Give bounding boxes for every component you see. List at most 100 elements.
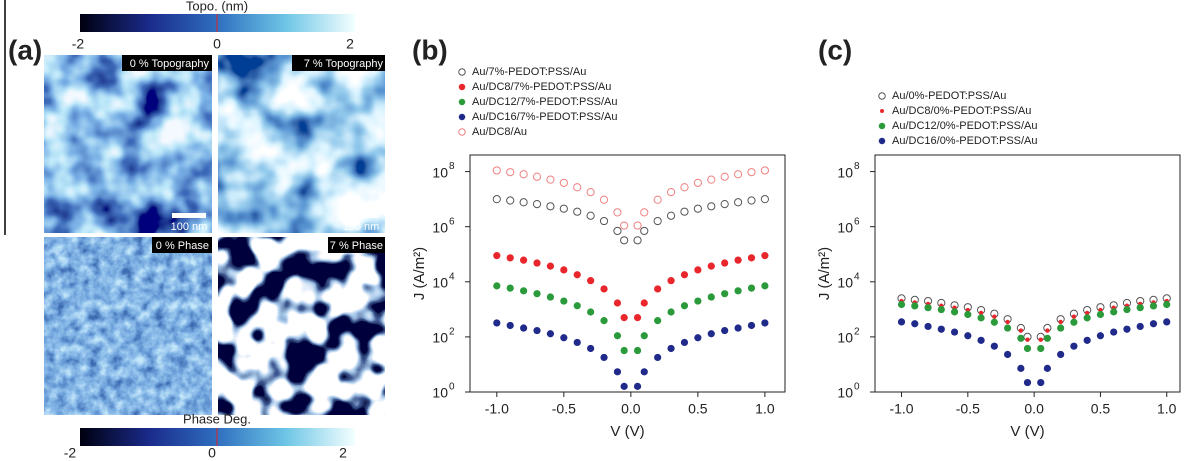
x-tick-label: 0.0 <box>621 401 641 417</box>
data-point <box>641 368 648 375</box>
data-point <box>694 205 701 212</box>
data-point <box>761 167 768 174</box>
data-point <box>911 302 918 309</box>
data-point <box>977 314 984 321</box>
data-point <box>547 293 554 300</box>
data-point <box>1123 306 1130 313</box>
data-point <box>734 257 741 264</box>
data-point <box>708 203 715 210</box>
data-point <box>1057 351 1064 358</box>
plot-frame <box>875 155 1180 392</box>
legend-marker <box>459 99 465 105</box>
data-point <box>507 322 514 329</box>
data-point <box>748 285 755 292</box>
data-point <box>1084 314 1091 321</box>
legend-label: Au/DC8/0%-PEDOT:PSS/Au <box>892 105 1031 117</box>
y-tick-power: 8 <box>854 161 860 172</box>
data-point <box>681 271 688 278</box>
data-point <box>574 184 581 191</box>
colorbar-tick: -2 <box>72 36 85 52</box>
data-point <box>493 282 500 289</box>
data-point <box>708 263 715 270</box>
data-point <box>507 254 514 261</box>
x-tick-label: -0.5 <box>552 401 576 417</box>
data-point <box>547 176 554 183</box>
data-point <box>721 327 728 334</box>
data-point <box>1058 320 1062 324</box>
legend-marker <box>459 69 465 75</box>
y-axis-label: J (A/m²) <box>411 247 428 300</box>
data-point <box>964 311 971 318</box>
data-point <box>748 322 755 329</box>
data-point <box>964 332 971 339</box>
data-point <box>1024 345 1031 352</box>
data-point <box>708 330 715 337</box>
data-point <box>667 308 674 315</box>
y-tick-label: 10 <box>432 219 448 235</box>
data-point <box>1097 311 1104 318</box>
data-point <box>694 179 701 186</box>
data-point <box>574 271 581 278</box>
data-point <box>560 179 567 186</box>
data-point <box>533 327 540 334</box>
x-tick-label: -1.0 <box>889 401 913 417</box>
data-point <box>547 330 554 337</box>
data-point <box>614 299 621 306</box>
x-tick-label: -1.0 <box>485 401 509 417</box>
data-point <box>621 237 628 244</box>
data-point <box>654 317 661 324</box>
data-point <box>991 319 998 326</box>
legend-marker <box>459 114 465 120</box>
data-point <box>614 209 621 216</box>
data-point <box>681 208 688 215</box>
y-tick-label: 10 <box>432 274 448 290</box>
afm-image <box>44 237 212 415</box>
data-point <box>667 212 674 219</box>
x-tick-label: 1.0 <box>1157 401 1177 417</box>
data-point <box>694 297 701 304</box>
data-point <box>507 169 514 176</box>
legend-label: Au/DC8/Au <box>472 126 527 138</box>
afm-image <box>218 55 385 233</box>
data-point <box>1123 326 1130 333</box>
data-point <box>614 368 621 375</box>
data-point <box>1137 304 1144 311</box>
y-axis-label: J (A/m²) <box>816 247 833 300</box>
data-point <box>493 319 500 326</box>
y-tick-power: 8 <box>449 161 455 172</box>
data-point <box>708 293 715 300</box>
data-point <box>587 345 594 352</box>
legend-marker <box>459 129 465 135</box>
data-point <box>938 306 945 313</box>
x-tick-label: 0.0 <box>1024 401 1044 417</box>
data-point <box>520 199 527 206</box>
data-point <box>641 227 648 234</box>
x-axis-label: V (V) <box>610 423 644 440</box>
data-point <box>520 257 527 264</box>
data-point <box>1005 320 1009 324</box>
data-point <box>951 328 958 335</box>
data-point <box>694 266 701 273</box>
y-tick-power: 4 <box>449 271 455 282</box>
data-point <box>533 259 540 266</box>
data-point <box>694 334 701 341</box>
data-point <box>924 304 931 311</box>
data-point <box>681 339 688 346</box>
data-point <box>634 222 641 229</box>
afm-image <box>218 237 385 415</box>
x-tick-label: 0.5 <box>1091 401 1111 417</box>
legend-marker <box>880 109 884 113</box>
data-point <box>1163 318 1170 325</box>
data-point <box>1044 365 1051 372</box>
data-point <box>1044 335 1051 342</box>
data-point <box>634 314 641 321</box>
y-tick-power: 0 <box>854 382 860 393</box>
data-point <box>621 314 628 321</box>
image-label: 0 % Phase <box>156 240 209 252</box>
data-point <box>641 332 648 339</box>
x-tick-label: -0.5 <box>956 401 980 417</box>
data-point <box>533 290 540 297</box>
data-point <box>1070 343 1077 350</box>
legend-marker <box>459 84 465 90</box>
data-point <box>1163 301 1170 308</box>
